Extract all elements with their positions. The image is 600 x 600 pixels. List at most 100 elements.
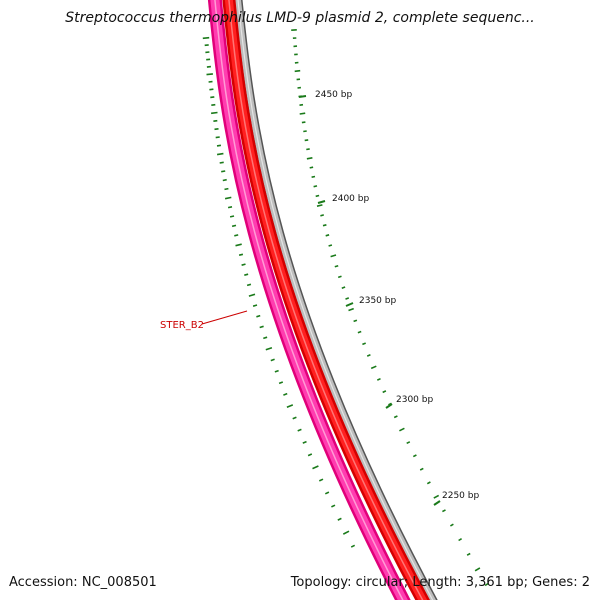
- backbone-track: [233, 0, 438, 600]
- summary-separator: ;: [523, 575, 528, 590]
- accession-info: Accession: NC_008501: [9, 575, 157, 590]
- inner-minor-tick: [283, 392, 288, 396]
- outer-minor-tick: [348, 307, 354, 312]
- outer-minor-tick: [442, 509, 446, 513]
- inner-minor-tick: [234, 234, 239, 237]
- inner-minor-tick: [248, 293, 256, 297]
- outer-minor-tick: [313, 185, 318, 188]
- inner-minor-tick: [270, 358, 275, 362]
- scale-labels: 2450 bp 2400 bp 2350 bp 2300 bp 2250 bp: [298, 90, 479, 506]
- outer-minor-tick: [466, 552, 471, 556]
- scale-tick-major-2400: [317, 200, 326, 204]
- inner-minor-tick: [221, 170, 226, 173]
- inner-minor-tick: [259, 325, 264, 329]
- inner-minor-tick: [292, 416, 297, 420]
- outer-minor-tick: [341, 286, 346, 289]
- inner-minor-tick: [219, 161, 224, 164]
- scale-tick-major-2250: [433, 500, 441, 506]
- inner-minor-tick: [235, 243, 242, 247]
- outer-minor-tick: [306, 157, 313, 160]
- outer-minor-tick: [334, 264, 339, 268]
- inner-minor-tick: [227, 206, 233, 209]
- genes-label: Genes:: [532, 575, 578, 590]
- inner-minor-tick: [224, 187, 229, 191]
- inner-minor-tick: [278, 381, 284, 385]
- length-value: 3,361 bp: [465, 575, 524, 590]
- inner-minor-tick: [231, 224, 237, 228]
- outer-minor-tick: [299, 112, 306, 115]
- outer-minor-tick: [316, 204, 323, 207]
- outer-minor-tick: [303, 130, 307, 133]
- gene-ster-b2-arc-shine: [214, 0, 404, 600]
- outer-minor-tick: [419, 467, 424, 471]
- outer-minor-tick: [330, 254, 337, 258]
- inner-minor-tick: [324, 491, 330, 495]
- outer-minor-tick: [299, 103, 304, 106]
- inner-minor-tick: [238, 253, 244, 256]
- outer-minor-tick: [309, 166, 314, 169]
- outer-minor-tick: [328, 244, 333, 247]
- outer-minor-tick: [337, 275, 342, 279]
- outer-minor-tick: [484, 582, 489, 587]
- outer-minor-tick: [412, 454, 417, 458]
- scale-tick-major-2450: [298, 95, 307, 98]
- inner-minor-tick: [337, 517, 342, 521]
- outer-minor-tick: [474, 567, 481, 572]
- outer-minor-tick: [322, 224, 327, 227]
- outer-minor-tick: [433, 494, 440, 499]
- outer-minor-tick: [426, 481, 431, 485]
- inner-minor-tick: [216, 144, 222, 147]
- inner-minor-tick: [211, 111, 218, 115]
- inner-minor-tick: [210, 96, 215, 99]
- inner-minor-tick: [211, 103, 216, 106]
- gene-ster-b2-track[interactable]: [207, 0, 411, 600]
- gene-ster-b2-label-group[interactable]: STER_B2: [160, 310, 248, 331]
- accession-label: Accession:: [9, 575, 78, 590]
- inner-minor-tick: [206, 73, 213, 76]
- inner-minor-tick: [252, 304, 258, 307]
- inner-minor-tick: [256, 314, 261, 318]
- inner-minor-tick: [265, 347, 273, 351]
- scale-tick-major-2300: [385, 403, 393, 409]
- forward-feature-track: [222, 0, 431, 600]
- inner-minor-tick: [246, 283, 252, 287]
- backbone-arc-highlight: [237, 0, 434, 600]
- sequence-summary: Topology: circular; Length: 3,361 bp; Ge…: [291, 575, 590, 590]
- outer-minor-tick: [311, 175, 316, 178]
- inner-minor-tick: [263, 336, 268, 340]
- inner-minor-tick: [244, 273, 249, 276]
- inner-minor-tick: [216, 152, 224, 156]
- outer-minor-tick: [315, 194, 320, 198]
- outer-minor-tick: [382, 390, 387, 394]
- outer-minor-tick: [393, 415, 398, 419]
- topology-label: Topology:: [290, 575, 352, 590]
- inner-minor-tick: [297, 428, 302, 432]
- outer-minor-tick: [320, 214, 325, 217]
- outer-minor-tick: [301, 121, 306, 124]
- inner-minor-tick: [214, 128, 219, 131]
- outer-minor-tick: [406, 441, 411, 445]
- length-label: Length:: [412, 575, 462, 590]
- outer-minor-tick: [370, 365, 377, 370]
- scale-tick-row: [291, 29, 489, 587]
- map-title: Streptococcus thermophilus LMD-9 plasmid…: [65, 10, 535, 26]
- inner-minor-tick: [274, 369, 279, 373]
- inner-minor-tick: [342, 530, 350, 535]
- inner-minor-tick: [241, 263, 246, 266]
- inner-minor-tick: [331, 504, 336, 508]
- outer-minor-tick: [366, 354, 371, 357]
- gene-ster-b2-leader-line: [201, 310, 248, 325]
- accession-value: NC_008501: [81, 575, 157, 590]
- inner-minor-tick: [206, 65, 211, 68]
- outer-minor-tick: [458, 538, 463, 542]
- inner-minor-tick: [307, 453, 313, 457]
- inner-minor-tick: [302, 440, 307, 444]
- scale-tick-major-2350: [345, 302, 354, 307]
- outer-minor-tick: [294, 69, 301, 73]
- outer-minor-tick: [325, 234, 330, 237]
- gene-ster-b2-label[interactable]: STER_B2: [160, 320, 204, 331]
- scale-tick-label-2450: 2450 bp: [315, 90, 352, 100]
- outer-minor-tick: [399, 427, 405, 432]
- outer-minor-tick: [304, 139, 309, 142]
